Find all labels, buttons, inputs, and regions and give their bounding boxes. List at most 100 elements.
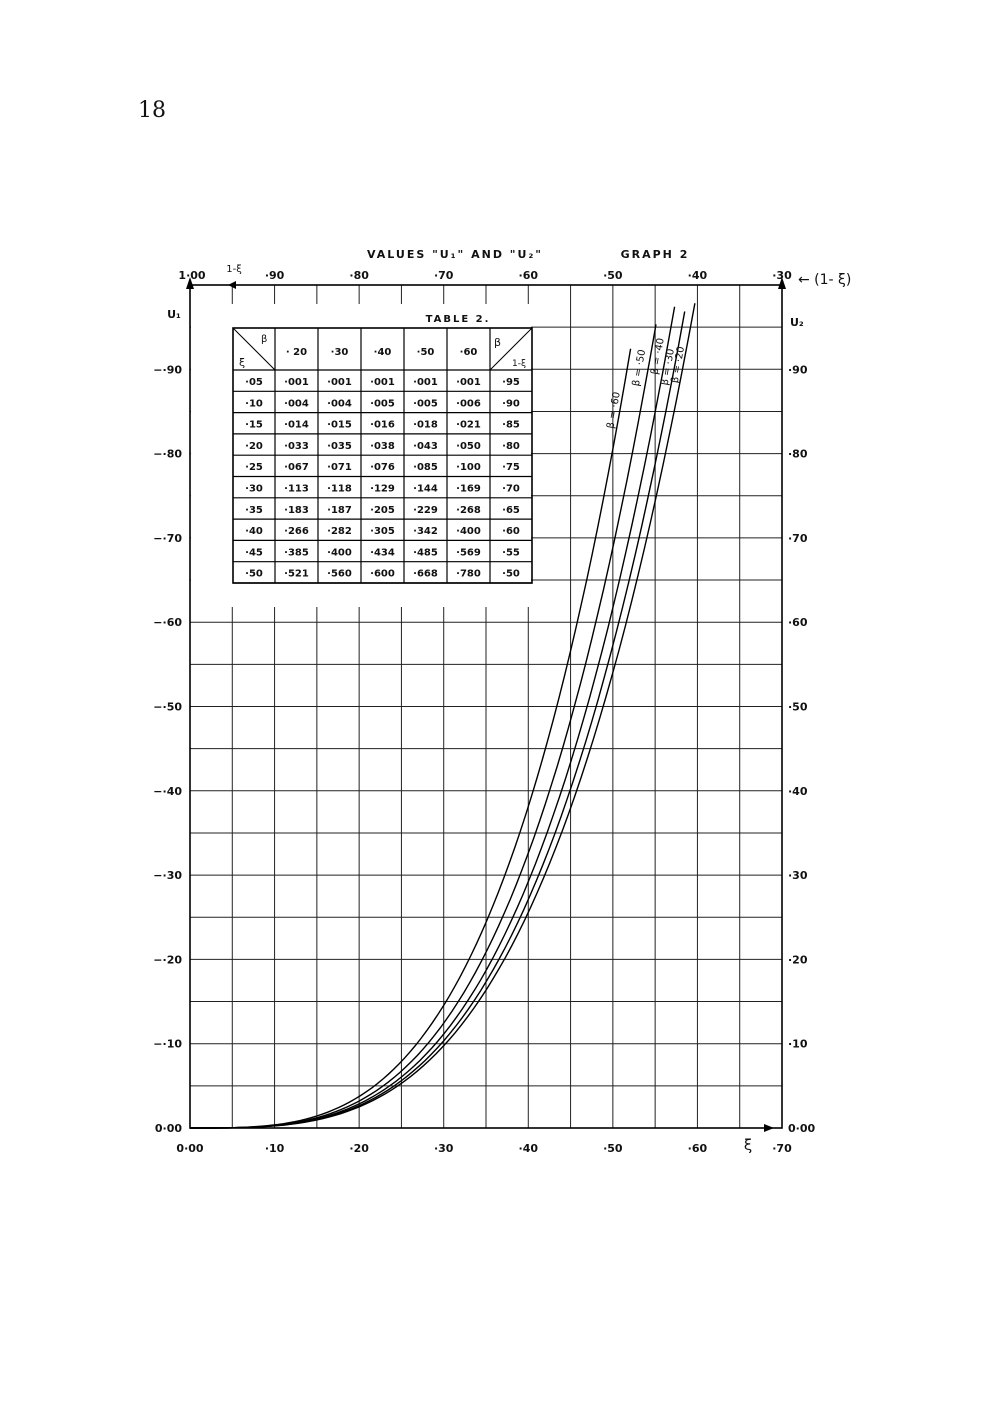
left-tick-label: −·80 bbox=[153, 448, 182, 461]
table-value-cell: ·076 bbox=[370, 462, 395, 473]
table-corner-diagonal bbox=[232, 327, 276, 371]
chart-title: VALUES "U₁" AND "U₂" bbox=[367, 248, 543, 261]
right-tick-label: ·30 bbox=[788, 869, 808, 882]
table-one-minus-xi-cell: ·55 bbox=[502, 547, 520, 558]
table-xi-cell: ·45 bbox=[245, 547, 263, 558]
table-value-cell: ·266 bbox=[284, 526, 309, 537]
curves-layer bbox=[190, 303, 696, 1129]
left-tick-label: 0·00 bbox=[155, 1122, 182, 1135]
table-value-cell: ·001 bbox=[327, 377, 352, 388]
table-value-cell: ·001 bbox=[370, 377, 395, 388]
table-value-cell: ·100 bbox=[456, 462, 481, 473]
table-value-cell: ·485 bbox=[413, 547, 438, 558]
left-tick-label: −·90 bbox=[153, 363, 182, 376]
right-tick-label: ·80 bbox=[788, 448, 808, 461]
right-tick-label: ·20 bbox=[788, 953, 808, 966]
top-tick-label: 1·00 bbox=[178, 269, 205, 282]
table-value-cell: ·005 bbox=[413, 398, 438, 409]
top-axis-label: 1-ξ bbox=[226, 264, 242, 275]
table-value-cell: ·229 bbox=[413, 505, 438, 516]
table-right-corner-top: β bbox=[494, 336, 501, 349]
table-header-cell: · 20 bbox=[286, 347, 307, 358]
table-one-minus-xi-cell: ·50 bbox=[502, 569, 520, 580]
table-value-cell: ·018 bbox=[413, 420, 438, 431]
table-value-cell: ·183 bbox=[284, 505, 309, 516]
table-value-cell: ·067 bbox=[284, 462, 309, 473]
table-value-cell: ·004 bbox=[327, 398, 352, 409]
x-tick-label: ·20 bbox=[349, 1142, 369, 1155]
left-tick-label: −·30 bbox=[153, 869, 182, 882]
left-tick-label: −·70 bbox=[153, 532, 182, 545]
top-tick-label: ·40 bbox=[688, 269, 708, 282]
right-tick-label: ·50 bbox=[788, 701, 808, 714]
table-one-minus-xi-cell: ·90 bbox=[502, 398, 520, 409]
table-header-cell: ·60 bbox=[460, 347, 478, 358]
table-value-cell: ·118 bbox=[327, 484, 352, 495]
table-value-cell: ·014 bbox=[284, 420, 309, 431]
table-value-cell: ·035 bbox=[327, 441, 352, 452]
table-xi-cell: ·25 bbox=[245, 462, 263, 473]
graph-label: GRAPH 2 bbox=[621, 248, 690, 261]
table-value-cell: ·006 bbox=[456, 398, 481, 409]
table-corner-row-label: ξ bbox=[239, 356, 245, 369]
table-xi-cell: ·35 bbox=[245, 505, 263, 516]
table-value-cell: ·004 bbox=[284, 398, 309, 409]
right-tick-label: ·40 bbox=[788, 785, 808, 798]
table-value-cell: ·001 bbox=[413, 377, 438, 388]
table-value-cell: ·268 bbox=[456, 505, 481, 516]
table-xi-cell: ·50 bbox=[245, 569, 263, 580]
table-value-cell: ·305 bbox=[370, 526, 395, 537]
table-value-cell: ·016 bbox=[370, 420, 395, 431]
left-tick-label: −·20 bbox=[153, 953, 182, 966]
table-xi-cell: ·10 bbox=[245, 398, 263, 409]
table-one-minus-xi-cell: ·65 bbox=[502, 505, 520, 516]
page-number: 18 bbox=[138, 98, 166, 123]
table-value-cell: ·033 bbox=[284, 441, 309, 452]
right-axis-arrow bbox=[778, 277, 786, 289]
table-value-cell: ·021 bbox=[456, 420, 481, 431]
table-xi-cell: ·05 bbox=[245, 377, 263, 388]
table-value-cell: ·187 bbox=[327, 505, 352, 516]
table-value-cell: ·282 bbox=[327, 526, 352, 537]
table-value-cell: ·342 bbox=[413, 526, 438, 537]
table-value-cell: ·434 bbox=[370, 547, 395, 558]
table-corner-diagonal bbox=[489, 327, 533, 371]
x-tick-label: 0·00 bbox=[176, 1142, 203, 1155]
x-axis-label: ξ bbox=[744, 1136, 752, 1154]
table-value-cell: ·144 bbox=[413, 484, 438, 495]
x-tick-label: ·60 bbox=[688, 1142, 708, 1155]
top-tick-label: ·90 bbox=[265, 269, 285, 282]
x-tick-label: ·30 bbox=[434, 1142, 454, 1155]
table-value-cell: ·015 bbox=[327, 420, 352, 431]
right-axis-label: U₂ bbox=[790, 316, 804, 329]
table-header-cell: ·40 bbox=[374, 347, 392, 358]
left-axis-label: U₁ bbox=[167, 308, 181, 321]
table-one-minus-xi-cell: ·75 bbox=[502, 462, 520, 473]
x-tick-label: ·40 bbox=[519, 1142, 539, 1155]
table-header-cell: ·50 bbox=[417, 347, 435, 358]
left-tick-label: −·40 bbox=[153, 785, 182, 798]
table-xi-cell: ·15 bbox=[245, 420, 263, 431]
x-tick-label: ·70 bbox=[772, 1142, 792, 1155]
right-tick-label: ·60 bbox=[788, 616, 808, 629]
left-tick-label: −·60 bbox=[153, 616, 182, 629]
labels-layer: 0·00 ·10 ·20 ·30 ·40 ·50 ·60 ·70 1·00 ·90 ·80 ·70 ·6… bbox=[153, 248, 851, 1155]
top-tick-label: ·30 bbox=[772, 269, 792, 282]
table-xi-cell: ·30 bbox=[245, 484, 263, 495]
top-tick-label: ·80 bbox=[349, 269, 369, 282]
table-value-cell: ·521 bbox=[284, 569, 309, 580]
right-tick-label: ·70 bbox=[788, 532, 808, 545]
top-tick-label: ·60 bbox=[519, 269, 539, 282]
x-tick-label: ·50 bbox=[603, 1142, 623, 1155]
table-value-cell: ·560 bbox=[327, 569, 352, 580]
curve-series bbox=[190, 348, 632, 1129]
table-value-cell: ·001 bbox=[456, 377, 481, 388]
table-title: TABLE 2. bbox=[426, 314, 491, 325]
table-one-minus-xi-cell: ·70 bbox=[502, 484, 520, 495]
left-axis-arrow bbox=[186, 277, 194, 289]
left-tick-label: −·10 bbox=[153, 1038, 182, 1051]
table-value-cell: ·400 bbox=[456, 526, 481, 537]
table-value-cell: ·385 bbox=[284, 547, 309, 558]
